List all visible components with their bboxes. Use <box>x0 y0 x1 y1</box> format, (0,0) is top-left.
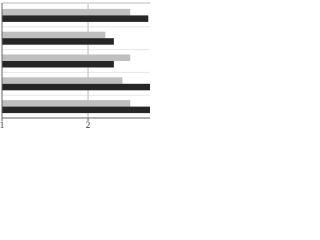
bar <box>2 15 149 22</box>
bar <box>2 61 114 68</box>
x-tick-label: 1 <box>0 120 4 130</box>
bar <box>2 31 106 39</box>
bar <box>2 38 114 45</box>
bar <box>2 106 150 114</box>
bar <box>2 8 131 16</box>
x-tick-label: 2 <box>86 120 91 130</box>
bar <box>2 100 131 107</box>
bar <box>2 54 131 61</box>
page: {"chart_data": {"type": "barh", "categor… <box>0 0 150 150</box>
bar <box>2 83 150 91</box>
bar <box>2 77 123 84</box>
